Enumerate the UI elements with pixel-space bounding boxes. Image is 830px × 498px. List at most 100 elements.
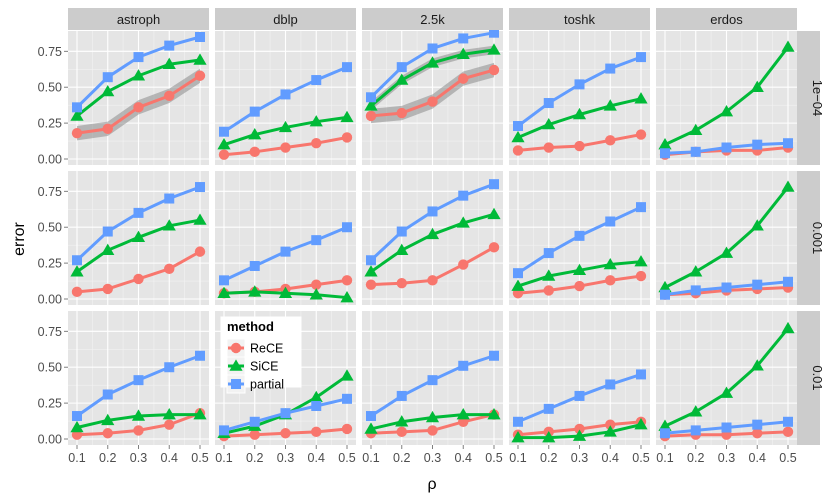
data-point bbox=[71, 286, 83, 298]
panel bbox=[509, 171, 650, 305]
x-tick-label: 0.2 bbox=[99, 451, 116, 465]
data-point bbox=[133, 52, 144, 63]
x-tick-label: 0.1 bbox=[215, 451, 232, 465]
data-point bbox=[309, 288, 323, 300]
data-point bbox=[396, 107, 407, 119]
row-strip bbox=[797, 31, 820, 165]
data-point bbox=[689, 405, 703, 417]
data-point bbox=[193, 213, 207, 225]
data-point bbox=[70, 265, 84, 277]
legend-key-marker bbox=[230, 342, 242, 354]
data-point bbox=[721, 282, 732, 293]
data-point bbox=[164, 193, 175, 204]
data-point bbox=[71, 127, 83, 139]
data-point bbox=[425, 56, 440, 68]
row-strip bbox=[797, 311, 820, 445]
data-point bbox=[194, 246, 206, 257]
panel bbox=[509, 31, 650, 165]
data-point bbox=[512, 145, 524, 156]
data-point bbox=[101, 243, 115, 255]
column-strip-label: erdos bbox=[710, 12, 743, 27]
data-point bbox=[218, 149, 230, 160]
data-point bbox=[634, 92, 648, 104]
panel bbox=[656, 31, 797, 165]
panel bbox=[509, 311, 650, 445]
data-point bbox=[340, 110, 354, 123]
panel bbox=[215, 171, 356, 305]
y-tick-label: 0.50 bbox=[38, 221, 62, 235]
data-point bbox=[605, 419, 616, 430]
row-strip bbox=[797, 171, 820, 305]
data-point bbox=[689, 123, 703, 136]
data-point bbox=[309, 115, 323, 127]
data-point bbox=[70, 420, 84, 433]
data-point bbox=[636, 202, 646, 213]
data-point bbox=[750, 359, 764, 371]
data-point bbox=[574, 280, 585, 292]
data-point bbox=[543, 98, 554, 109]
data-point bbox=[278, 120, 293, 133]
data-point bbox=[603, 99, 617, 111]
y-tick-label: 0.25 bbox=[38, 117, 62, 131]
data-point bbox=[513, 120, 523, 131]
data-point bbox=[543, 285, 554, 296]
data-point bbox=[366, 92, 376, 103]
data-point bbox=[395, 73, 409, 85]
data-point bbox=[280, 89, 291, 100]
data-point bbox=[280, 408, 291, 419]
legend-title: method bbox=[227, 319, 274, 334]
data-point bbox=[278, 286, 293, 299]
data-point bbox=[102, 283, 113, 295]
data-point bbox=[162, 57, 176, 70]
data-point bbox=[574, 423, 585, 435]
data-point bbox=[396, 62, 407, 73]
panel bbox=[68, 311, 209, 445]
data-point bbox=[574, 140, 585, 152]
data-point bbox=[543, 248, 554, 259]
data-point bbox=[427, 375, 438, 386]
data-point bbox=[719, 246, 734, 258]
y-tick-label: 0.00 bbox=[38, 293, 62, 307]
legend-entry: ReCE bbox=[226, 338, 283, 358]
panel bbox=[362, 171, 503, 305]
data-point bbox=[489, 350, 499, 361]
data-point bbox=[396, 390, 407, 401]
x-tick-label: 0.1 bbox=[656, 451, 673, 465]
y-tick-label: 0.25 bbox=[38, 257, 62, 271]
x-tick-label: 0.5 bbox=[191, 451, 208, 465]
column-strip bbox=[509, 8, 650, 30]
legend-entry: partial bbox=[226, 374, 284, 394]
data-point bbox=[341, 423, 353, 435]
data-point bbox=[427, 275, 438, 286]
data-point bbox=[603, 257, 617, 270]
data-point bbox=[194, 70, 206, 81]
data-point bbox=[488, 242, 500, 253]
column-strip bbox=[362, 8, 503, 30]
data-point bbox=[458, 190, 469, 201]
data-point bbox=[489, 27, 499, 38]
data-point bbox=[603, 425, 617, 437]
panel bbox=[215, 31, 356, 165]
data-point bbox=[658, 419, 672, 431]
data-point bbox=[658, 280, 672, 293]
data-point bbox=[458, 259, 469, 270]
x-tick-label: 0.5 bbox=[779, 451, 796, 465]
data-point bbox=[101, 413, 115, 426]
data-point bbox=[162, 219, 176, 231]
data-point bbox=[219, 425, 229, 436]
data-point bbox=[365, 110, 377, 122]
column-strip-label: dblp bbox=[273, 12, 298, 27]
data-point bbox=[72, 411, 82, 422]
panel bbox=[362, 27, 503, 165]
data-point bbox=[396, 426, 407, 438]
data-point bbox=[635, 270, 647, 282]
data-point bbox=[133, 102, 144, 113]
x-tick-label: 0.3 bbox=[424, 451, 441, 465]
data-point bbox=[574, 79, 585, 90]
data-point bbox=[72, 102, 82, 113]
data-point bbox=[395, 415, 409, 427]
data-point bbox=[458, 73, 469, 84]
data-point bbox=[690, 285, 701, 296]
data-point bbox=[605, 63, 616, 74]
